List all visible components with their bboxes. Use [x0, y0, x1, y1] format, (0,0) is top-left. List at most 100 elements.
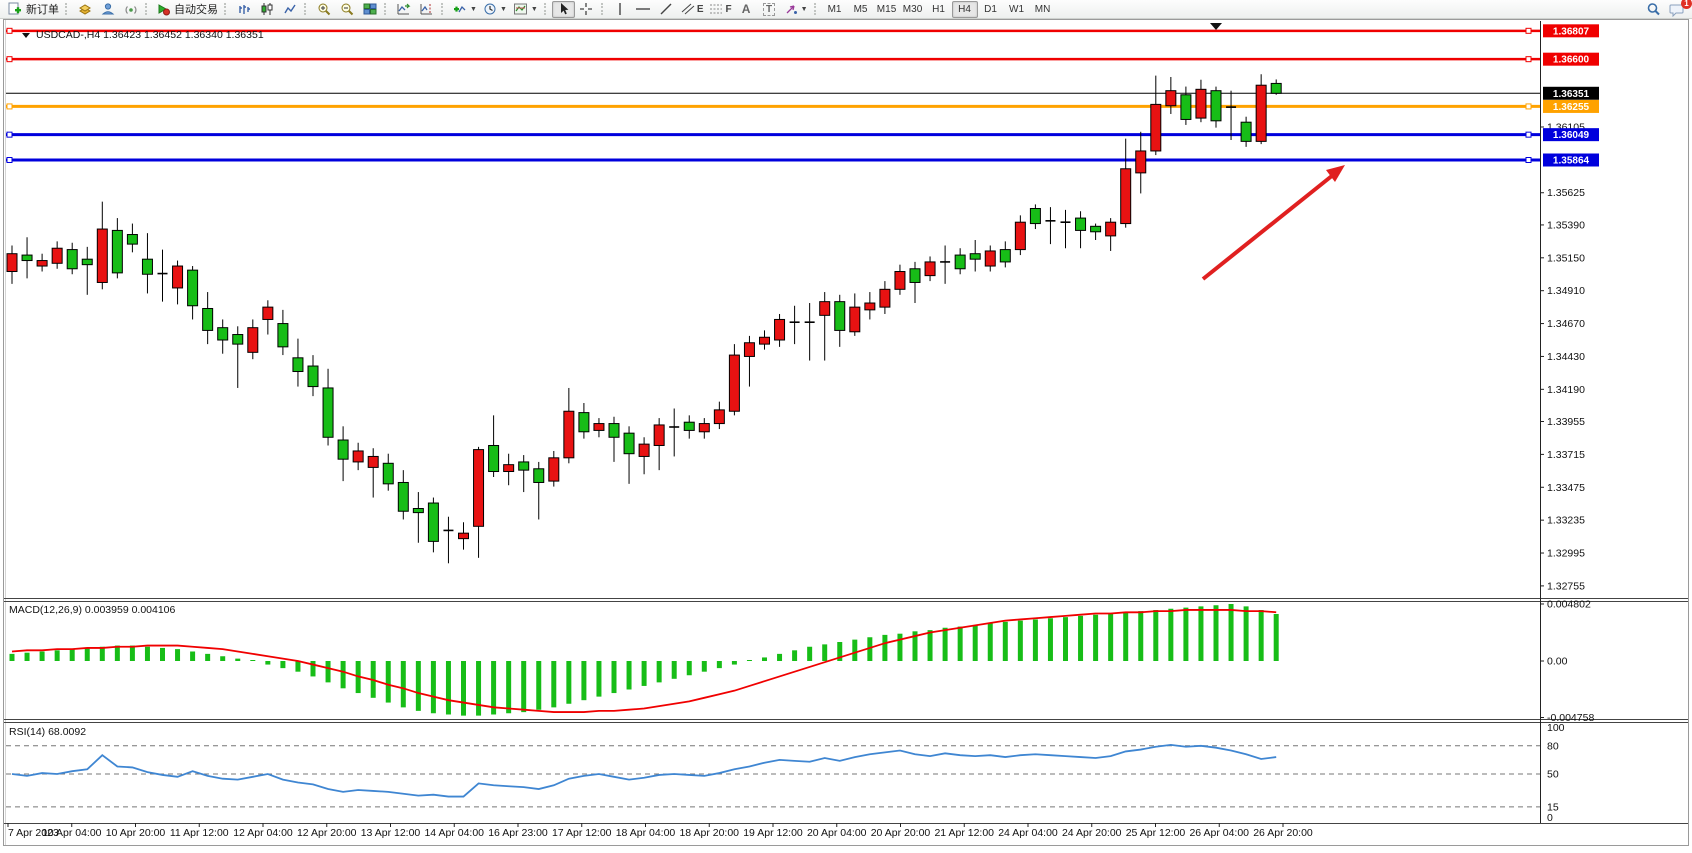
profiles-button[interactable]: [96, 1, 119, 18]
notifications-button[interactable]: 1: [1665, 0, 1692, 18]
bar-chart-button[interactable]: [232, 1, 255, 18]
price-line-1.35864[interactable]: 1.35864: [6, 153, 1599, 167]
toolbar-separator: [543, 3, 549, 15]
tile-windows-icon: [363, 3, 376, 15]
signals-button[interactable]: [119, 1, 142, 18]
timeframe-button-m15[interactable]: M15: [876, 3, 897, 15]
price-line-1.36351[interactable]: 1.36351: [6, 86, 1599, 100]
price-line-1.36255[interactable]: 1.36255: [6, 99, 1599, 113]
line-handle: [1525, 157, 1532, 163]
candle: [653, 418, 665, 471]
line-chart-button[interactable]: [278, 1, 301, 18]
timeframe-button-m1[interactable]: M1: [827, 3, 842, 15]
y-axis-tick-label: 1.33475: [1547, 482, 1585, 494]
y-axis-tick-label: 1.34910: [1547, 285, 1585, 297]
timeframe-button-m30[interactable]: M30: [902, 3, 923, 15]
x-axis-label: 16 Apr 23:00: [488, 827, 548, 839]
chart-canvas[interactable]: 1.361051.356251.353901.351501.349101.346…: [0, 19, 1692, 848]
vertical-line-icon: [619, 3, 622, 15]
candle: [533, 461, 545, 520]
candle-body: [412, 508, 424, 514]
equidistant-channel-icon: [681, 3, 695, 15]
candle: [111, 218, 123, 279]
candle: [728, 344, 740, 416]
macd-axis-label: -0.004758: [1547, 712, 1594, 724]
tile-windows-button[interactable]: [358, 1, 381, 18]
chart-title: USDCAD-,H4 1.36423 1.36452 1.36340 1.363…: [36, 29, 264, 41]
candle-body: [473, 449, 485, 527]
candle: [1210, 86, 1222, 128]
crosshair-tool-button[interactable]: [575, 1, 598, 18]
toolbar-separator: [65, 3, 70, 15]
x-axis-label: 11 Apr 12:00: [170, 827, 229, 839]
candle-body: [924, 261, 936, 277]
auto-scroll-button[interactable]: [392, 1, 415, 18]
cursor-tool-button[interactable]: [551, 0, 575, 18]
candle-body: [954, 254, 966, 270]
fibonacci-icon: [710, 4, 723, 14]
line-handle: [1525, 27, 1532, 34]
fibonacci-tool-button[interactable]: F: [706, 1, 734, 18]
candle-body: [397, 481, 409, 512]
timeframe-button-w1[interactable]: W1: [1009, 3, 1025, 15]
timeframe-button-h1[interactable]: H1: [932, 3, 945, 15]
vertical-line-tool-button[interactable]: [609, 1, 632, 18]
horizontal-line-tool-button[interactable]: [632, 1, 655, 18]
timeframe-button-d1[interactable]: D1: [984, 3, 997, 15]
candle-body: [518, 461, 530, 471]
candle: [518, 455, 530, 493]
x-axis-label: 20 Apr 04:00: [807, 827, 867, 839]
x-axis-label: 7 Apr 2023: [8, 827, 59, 839]
price-label-box: [1543, 86, 1599, 100]
new-order-button[interactable]: 新订单: [4, 1, 62, 18]
trend-arrow-head[interactable]: [1326, 165, 1345, 182]
timeframe-button-m5[interactable]: M5: [853, 3, 868, 15]
candle: [1255, 74, 1267, 145]
rsi-level-label: 0: [1547, 812, 1553, 824]
candle-body: [292, 357, 304, 373]
candle-body: [172, 265, 184, 289]
chart-window[interactable]: 1.36105 1.35625 1.35390 1.35150 1.34910 1.346…: [0, 19, 1692, 848]
text-tool-button[interactable]: A: [735, 1, 758, 18]
x-axis-label: 12 Apr 20:00: [297, 827, 357, 839]
chart-shift-button[interactable]: [415, 1, 438, 18]
candle-body: [819, 301, 831, 316]
zoom-out-button[interactable]: [335, 1, 358, 18]
auto-trading-button[interactable]: 自动交易: [153, 1, 221, 18]
candle: [804, 303, 815, 361]
candle: [1075, 211, 1087, 249]
x-axis-label: 26 Apr 20:00: [1253, 827, 1313, 839]
candle-body: [743, 342, 755, 357]
text-label-tool-button[interactable]: T: [758, 1, 781, 18]
candle-body: [593, 423, 605, 431]
price-line-1.36049[interactable]: 1.36049: [6, 128, 1599, 142]
market-watch-button[interactable]: [73, 1, 96, 18]
candle: [503, 453, 515, 486]
trendline-tool-button[interactable]: [655, 1, 678, 18]
candle: [322, 368, 334, 446]
candle: [1135, 131, 1147, 194]
templates-button[interactable]: ▼: [510, 1, 541, 18]
arrows-tool-button[interactable]: ▼: [781, 1, 811, 18]
candlestick-chart-button[interactable]: [255, 1, 278, 18]
chart-shift-marker[interactable]: [1210, 23, 1222, 30]
channel-tool-button[interactable]: E: [678, 1, 707, 18]
macd-axis-label: 0.00: [1547, 656, 1568, 668]
price-line-1.36807[interactable]: 1.36807: [6, 24, 1599, 38]
periods-button[interactable]: ▼: [480, 1, 510, 18]
search-button[interactable]: [1642, 1, 1665, 18]
timeframe-button-mn[interactable]: MN: [1034, 3, 1051, 15]
candle-body: [262, 306, 274, 320]
price-label-text: 1.36049: [1553, 130, 1590, 141]
timeframe-button-h4[interactable]: H4: [951, 0, 978, 18]
indicators-button[interactable]: ▼: [449, 1, 480, 18]
candle: [638, 437, 650, 475]
trend-arrow-shaft[interactable]: [1201, 173, 1335, 281]
symbol-menu-arrow-icon[interactable]: [22, 33, 30, 38]
zoom-in-button[interactable]: [312, 1, 335, 18]
trend-arrow-annotation[interactable]: [1201, 165, 1345, 281]
notification-badge: 1: [1681, 0, 1692, 9]
candle: [954, 248, 966, 275]
price-line-1.36600[interactable]: 1.36600: [6, 52, 1599, 66]
candle-body: [713, 409, 725, 425]
